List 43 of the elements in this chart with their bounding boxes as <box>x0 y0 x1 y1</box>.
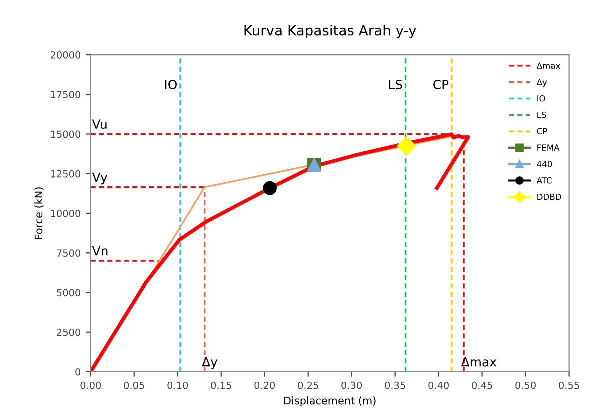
legend-label: Δy <box>536 79 548 88</box>
x-tick-label: 0.40 <box>428 382 449 390</box>
legend-label: 440 <box>537 161 552 168</box>
x-tick-label: 0.00 <box>80 382 102 390</box>
y-tick-label: 0 <box>76 368 81 376</box>
legend-label: Δmax <box>536 62 560 69</box>
x-tick-label: 0.25 <box>298 382 318 390</box>
annotation: IO <box>165 80 178 90</box>
y-tick-label: 5000 <box>57 289 81 297</box>
y-tick-label: 7500 <box>57 250 81 257</box>
y-tick-label: 10000 <box>51 210 81 218</box>
x-tick-label: 0.30 <box>342 382 362 390</box>
legend-label: ATC <box>536 177 552 184</box>
x-tick-label: 0.45 <box>472 382 492 390</box>
legend-label: CP <box>537 128 548 135</box>
annotation: Vu <box>92 120 107 130</box>
point <box>263 181 277 196</box>
y-tick-label: 20000 <box>50 52 81 59</box>
chart-title: Kurva Kapasitas Arah y-y <box>244 25 416 38</box>
x-tick-label: 0.10 <box>168 382 188 390</box>
x-tick-label: 0.55 <box>559 382 580 390</box>
annotation: Vy <box>92 172 108 185</box>
legend-label: FEMA <box>538 144 560 151</box>
annotation: Δy <box>202 357 218 370</box>
x-tick-label: 0.05 <box>124 382 144 390</box>
y-tick-label: 12500 <box>51 170 81 178</box>
legend-label: IO <box>538 95 546 102</box>
y-tick-label: 15000 <box>51 130 81 138</box>
y-tick-label: 17500 <box>51 91 81 98</box>
y-tick-label: 2500 <box>57 328 81 336</box>
x-tick-label: 0.15 <box>211 382 232 390</box>
x-tick-label: 0.50 <box>516 382 536 390</box>
legend-label: LS <box>538 112 546 118</box>
annotation: Δmax <box>461 357 497 367</box>
legend-label: DDBD <box>538 194 562 200</box>
annotation: LS <box>389 80 402 90</box>
x-tick-label: 0.35 <box>385 382 406 390</box>
point <box>397 136 416 156</box>
x-tick-label: 0.20 <box>254 382 276 390</box>
y-axis-title: Force (kN) <box>34 188 44 240</box>
x-axis-title: Displacement (m) <box>284 396 376 407</box>
annotation: CP <box>434 80 449 90</box>
annotation: Vn <box>92 246 108 256</box>
